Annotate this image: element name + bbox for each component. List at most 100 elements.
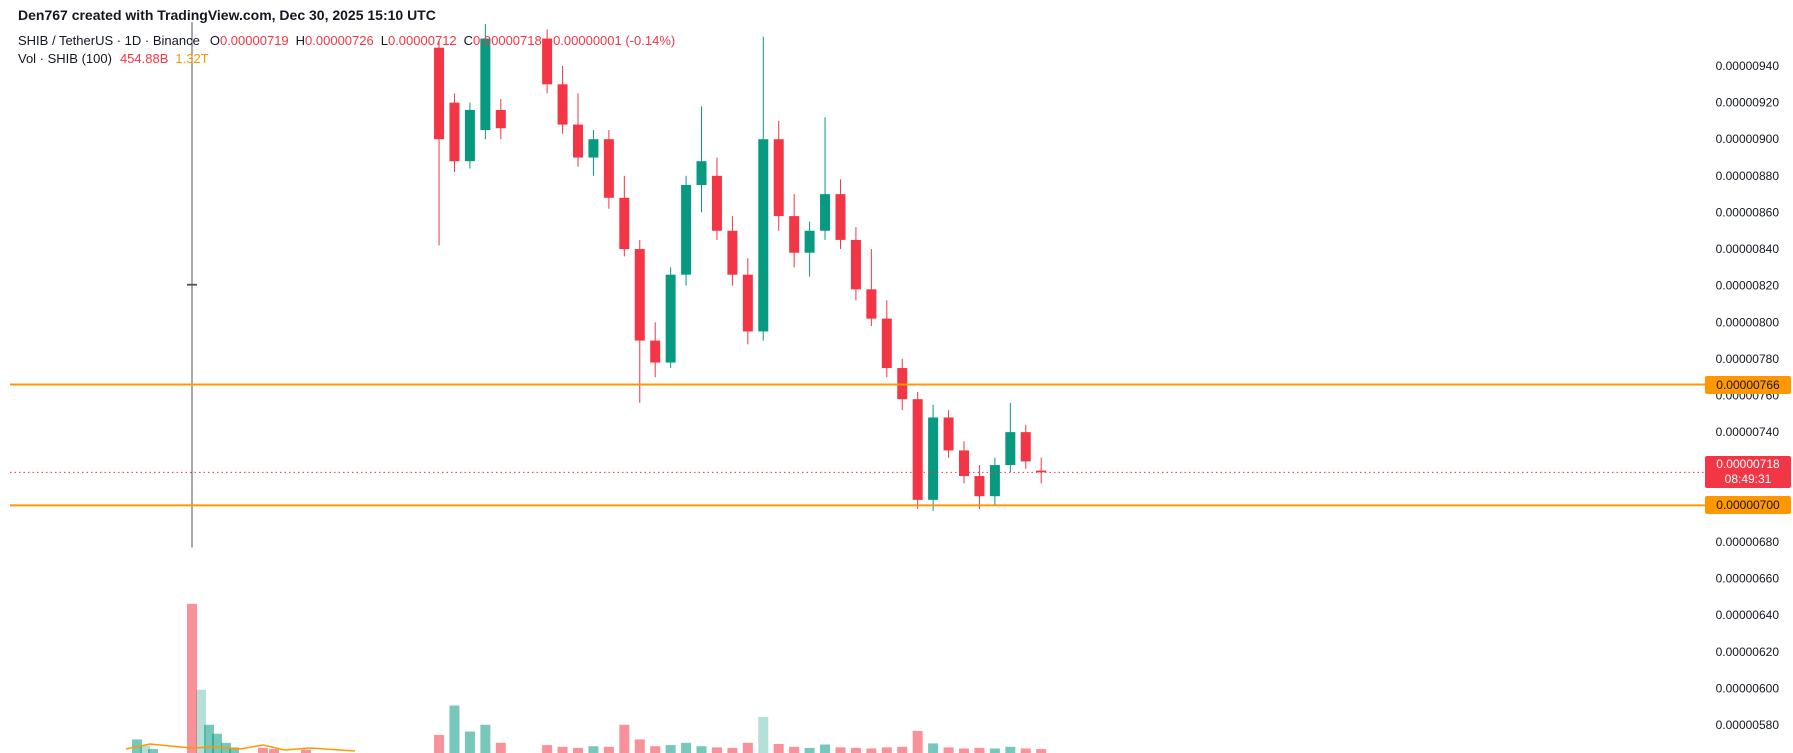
volume-bar	[789, 746, 800, 753]
low-value: 0.00000712	[387, 33, 457, 48]
open-value: 0.00000719	[219, 33, 289, 48]
candle-body	[634, 249, 645, 341]
volume-bar	[301, 749, 311, 753]
candle-body	[542, 38, 553, 85]
volume-bar	[204, 724, 214, 753]
volume-bar	[897, 746, 908, 753]
volume-bar	[619, 724, 630, 753]
candle-body	[650, 340, 661, 363]
candle-body	[681, 184, 692, 275]
volume-bar	[140, 745, 150, 753]
volume-bar	[588, 746, 599, 753]
volume-bar	[959, 748, 969, 753]
volume-legend: Vol · SHIB (100) 454.88B 1.32T	[18, 51, 209, 66]
volume-bar	[758, 716, 769, 753]
price-axis-tick: 0.00000680	[1716, 535, 1780, 549]
price-axis-tick: 0.00000900	[1716, 132, 1780, 146]
volume-bar	[1020, 748, 1031, 753]
volume-bar	[542, 745, 553, 753]
volume-bar	[495, 742, 506, 753]
price-axis-tick: 0.00000860	[1716, 205, 1780, 219]
price-axis-tick: 0.00000920	[1716, 96, 1780, 110]
candle-wick	[870, 249, 872, 326]
high-field: H0.00000726	[296, 33, 374, 48]
candle-body	[665, 274, 676, 363]
volume-bar	[464, 731, 475, 753]
last-price-label: 0.00000718 08:49:31	[1705, 456, 1791, 489]
candle-body	[449, 102, 460, 162]
candle-body	[758, 139, 769, 332]
candle-body	[711, 175, 722, 231]
volume-bar	[650, 746, 661, 753]
resistance-price-label[interactable]: 0.00000766	[1705, 375, 1791, 394]
candle-body	[989, 465, 1000, 497]
candle-body	[974, 476, 985, 497]
candle-body	[696, 161, 707, 185]
volume-bar	[943, 747, 954, 753]
volume-ma-value: 1.32T	[175, 51, 209, 66]
volume-indicator-label[interactable]: Vol · SHIB (100)	[18, 51, 112, 66]
volume-bar	[881, 747, 892, 753]
candle-body	[1036, 470, 1047, 473]
volume-bar	[773, 743, 784, 753]
support-price-label[interactable]: 0.00000700	[1705, 496, 1791, 515]
volume-bar	[1005, 746, 1016, 753]
volume-bar	[912, 730, 923, 753]
candle-body	[742, 274, 753, 332]
attribution-text: Den767 created with TradingView.com, Dec…	[18, 7, 436, 23]
volume-bar	[727, 747, 738, 753]
volume-bar	[634, 739, 645, 753]
candle-body	[557, 84, 568, 125]
low-field: L0.00000712	[381, 33, 457, 48]
candle-wick	[824, 117, 826, 240]
price-lines[interactable]	[10, 383, 1705, 507]
candle-body	[727, 230, 738, 275]
candle-body	[1020, 432, 1031, 462]
candle-body	[619, 197, 630, 250]
candle-body	[187, 283, 197, 286]
close-label: C	[463, 33, 474, 48]
volume-bar	[434, 734, 445, 753]
volume-bar	[696, 746, 707, 753]
price-axis[interactable]: 0.00000940 0.00000920 0.00000900 0.00000880…	[1716, 59, 1780, 732]
volume-bar	[742, 742, 753, 753]
candle-body	[912, 399, 923, 500]
candle-body	[588, 139, 599, 158]
candle-body	[820, 194, 831, 231]
price-axis-tick: 0.00000820	[1716, 279, 1780, 293]
candle-body	[789, 216, 800, 253]
price-axis-tick: 0.00000640	[1716, 608, 1780, 622]
candle-body	[959, 450, 969, 477]
close-value: 0.00000718	[473, 33, 542, 48]
volume-bar	[269, 749, 279, 753]
price-axis-tick: 0.00000880	[1716, 169, 1780, 183]
candle-body	[434, 47, 445, 140]
volume-ma-line	[125, 743, 356, 752]
high-value: 0.00000726	[305, 33, 374, 48]
price-axis-tick: 0.00000780	[1716, 352, 1780, 366]
volume-bar	[557, 746, 568, 753]
horizontal-level-line	[10, 383, 1705, 386]
candles	[187, 22, 1047, 548]
volume-bar	[866, 748, 877, 753]
volume-bar	[258, 747, 268, 753]
candle-body	[928, 417, 939, 500]
price-axis-tick: 0.00000940	[1716, 59, 1780, 73]
volume-bar	[449, 705, 460, 753]
price-axis-tick: 0.00000600	[1716, 681, 1780, 695]
price-axis-tick: 0.00000580	[1716, 718, 1780, 732]
candle-body	[850, 239, 861, 290]
change-value: -0.00000001 (-0.14%)	[548, 33, 676, 48]
price-axis-tick: 0.00000800	[1716, 315, 1780, 329]
candle-body	[835, 194, 846, 240]
volume-bar	[711, 747, 722, 753]
close-field: C0.00000718	[464, 33, 542, 48]
symbol-title[interactable]: SHIB / TetherUS · 1D · Binance	[18, 33, 200, 48]
volume-bar	[196, 689, 206, 753]
candle-wick	[438, 40, 440, 246]
low-label: L	[380, 33, 388, 48]
volume-bar	[212, 733, 222, 753]
volume-bar	[820, 744, 831, 753]
